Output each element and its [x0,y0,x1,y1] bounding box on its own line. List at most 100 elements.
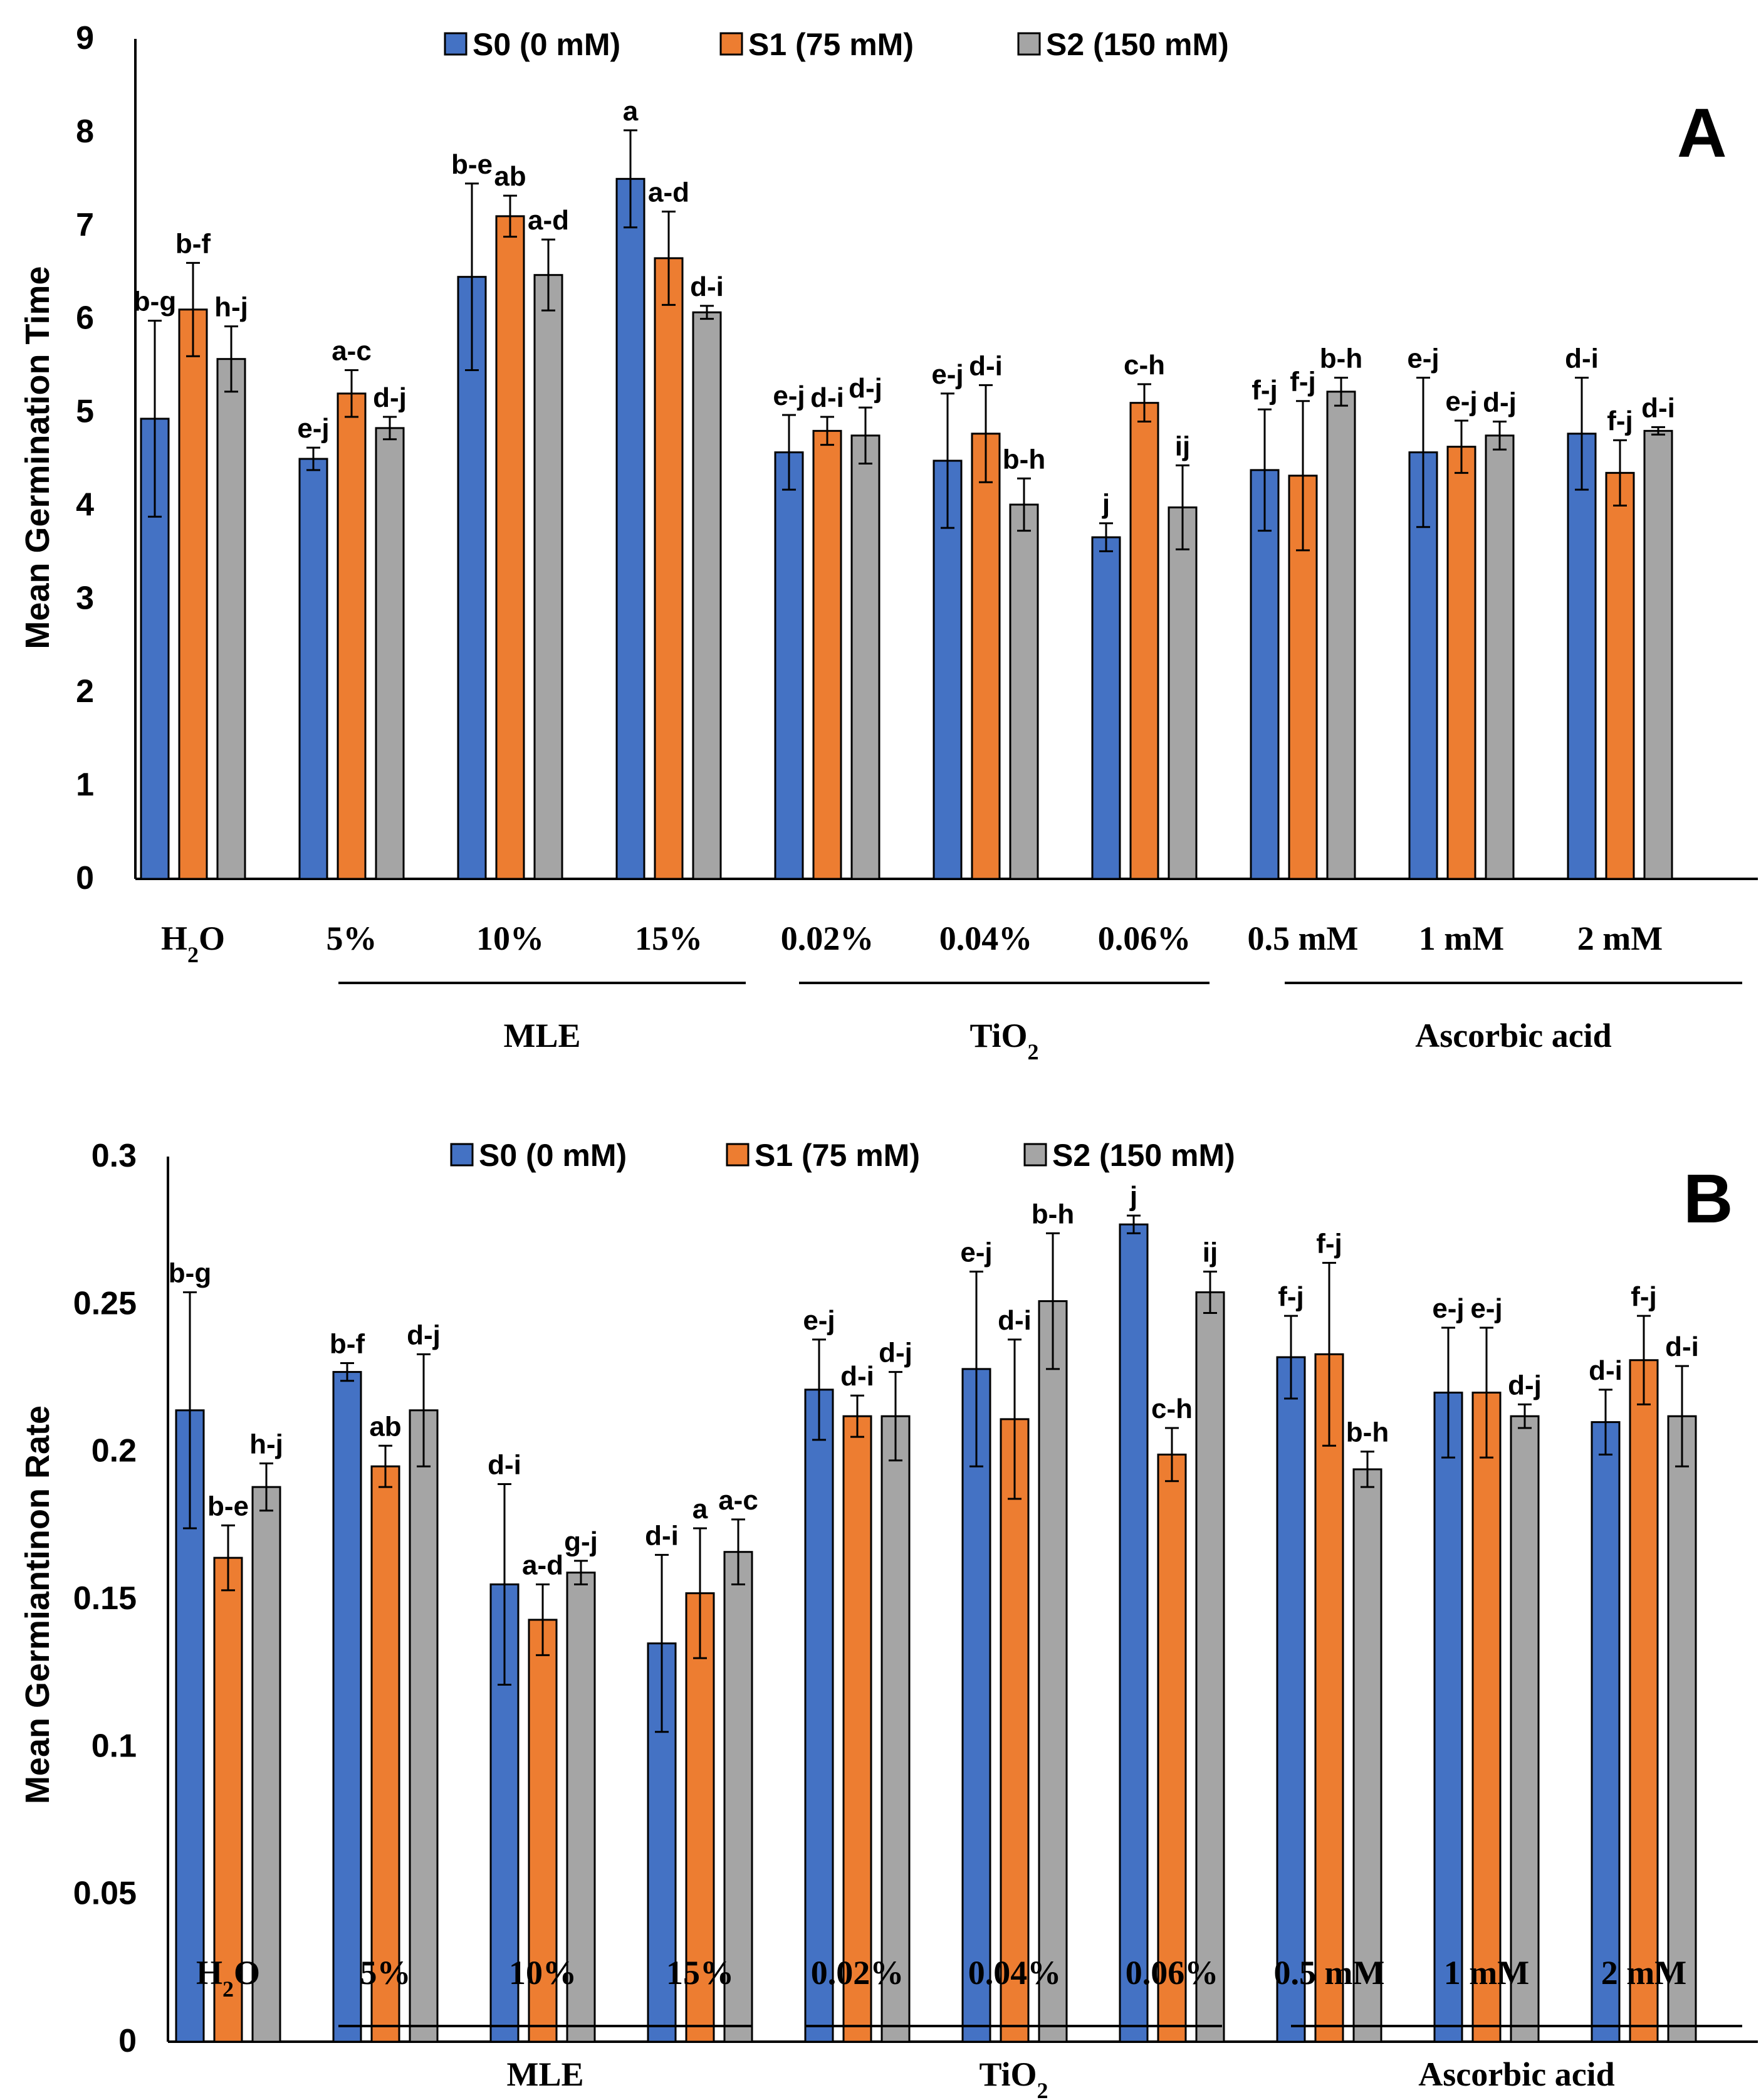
significance-letter: d-i [840,1361,874,1392]
bar-s0 [298,458,328,880]
legend-swatch-s2 [1017,32,1041,56]
bar-s0 [961,1368,991,2043]
legend-label-s2: S2 (150 mM) [1052,1138,1235,1173]
significance-letter: a-d [522,1550,563,1580]
significance-letter: d-i [645,1520,679,1551]
bar-s2 [1038,1300,1068,2043]
x-tick-label: 0.02% [811,1954,904,1992]
bar-s1 [1314,1353,1344,2043]
bar-s1 [1629,1359,1659,2043]
significance-letter: d-j [849,373,882,404]
significance-letter: b-h [1346,1417,1389,1448]
significance-letter: b-e [207,1491,249,1521]
bar-s1 [654,257,684,880]
significance-letter: b-e [451,149,493,180]
x-tick-label: 1 mM [1419,920,1504,957]
group-label: TiO2 [969,1017,1038,1064]
significance-letter: d-i [969,350,1003,381]
bar-s1 [1446,446,1476,880]
group-label: TiO2 [979,2055,1048,2100]
significance-letter: c-h [1124,350,1165,381]
x-tick-label: 2 mM [1601,1954,1686,1992]
bar-s0 [332,1371,362,2043]
bar-s0 [804,1389,834,2043]
bar-s1 [213,1557,243,2043]
significance-letter: d-j [1483,387,1517,417]
significance-letter: d-j [407,1320,441,1350]
significance-letter: ab [369,1411,401,1442]
bar-s1 [1471,1392,1502,2043]
significance-letter: d-i [1641,392,1675,423]
significance-letter: ij [1203,1237,1218,1268]
chart-panel-a: 0 1 2 3 4 5 6 7 8 9 Mean Germination Time A S0 (0 mM… [19,20,1758,1064]
significance-letter: ij [1175,431,1190,461]
significance-letter: b-h [1032,1199,1074,1229]
x-tick-label: 0.02% [781,920,874,957]
legend-label-s1: S1 (75 mM) [755,1138,920,1173]
significance-letter: e-j [931,359,963,390]
significance-letter: d-i [810,382,844,413]
significance-letter: d-i [690,271,724,302]
significance-letter: e-j [960,1237,992,1268]
y-tick-label: 2 [76,673,94,710]
bar-s1 [1129,402,1159,880]
x-tick-label: 0.5 mM [1274,1954,1385,1992]
y-tick-label: 0 [118,2023,137,2059]
x-tick-label: 5% [360,1954,411,1992]
chart-panel-b: 0 0.05 0.1 0.15 0.2 0.25 0.3 Mean Germiantinon … [19,1138,1758,2100]
x-tick-label: 0.06% [1126,1954,1219,1992]
bar-s0 [774,451,804,880]
significance-letter: d-i [998,1305,1032,1336]
bar-s1 [178,308,208,880]
y-tick-label: 0.1 [91,1728,137,1764]
significance-letter: e-j [1470,1293,1502,1324]
bar-s0 [1276,1356,1306,2043]
bar-s2 [1667,1415,1697,2043]
y-tick-label: 7 [76,207,94,243]
y-tick-label: 0.3 [91,1138,137,1174]
significance-letter: j [1129,1181,1137,1212]
significance-letter: a-d [528,205,569,236]
y-tick-label: 0.05 [73,1876,137,1912]
bar-s2 [566,1572,596,2043]
legend-swatch-s0 [444,32,468,56]
y-tick-label: 0.2 [91,1433,137,1469]
bar-s0 [457,276,487,880]
bar-s0 [1119,1223,1149,2043]
significance-letter: h-j [214,292,248,323]
significance-letter: a-d [648,177,689,207]
bar-s2 [1510,1415,1540,2043]
significance-letter: f-j [1631,1281,1657,1312]
group-label: MLE [506,2055,583,2093]
x-tick-label: 0.04% [939,920,1033,957]
x-tick-label: 15% [635,920,703,957]
bar-s2 [375,427,405,880]
bar-s1 [842,1415,872,2043]
bar-s1 [1605,471,1635,880]
y-tick-label: 4 [76,486,94,523]
legend-swatch-s1 [719,32,743,56]
x-tick-label: 0.06% [1098,920,1191,957]
significance-letter: a [692,1494,708,1525]
significance-letter: f-j [1316,1228,1342,1259]
y-tick-label: 1 [76,767,94,803]
bar-s0 [615,177,645,880]
significance-letter: c-h [1151,1394,1193,1424]
y-tick-label: 8 [76,113,94,150]
significance-letter: f-j [1607,406,1633,436]
bar-s2 [409,1409,439,2043]
significance-letter: e-j [773,381,805,411]
bar-s2 [216,358,246,880]
bar-s2 [1168,506,1198,880]
significance-letter: e-j [297,413,329,444]
group-label: Ascorbic acid [1415,1017,1611,1054]
y-tick-label: 9 [76,20,94,56]
y-tick-label: 3 [76,580,94,616]
x-tick-label: 5% [327,920,377,957]
significance-letter: e-j [1445,386,1477,417]
group-label: MLE [503,1017,580,1054]
significance-letter: d-j [1508,1370,1542,1400]
significance-letter: ab [494,161,526,192]
bar-s2 [533,274,563,880]
